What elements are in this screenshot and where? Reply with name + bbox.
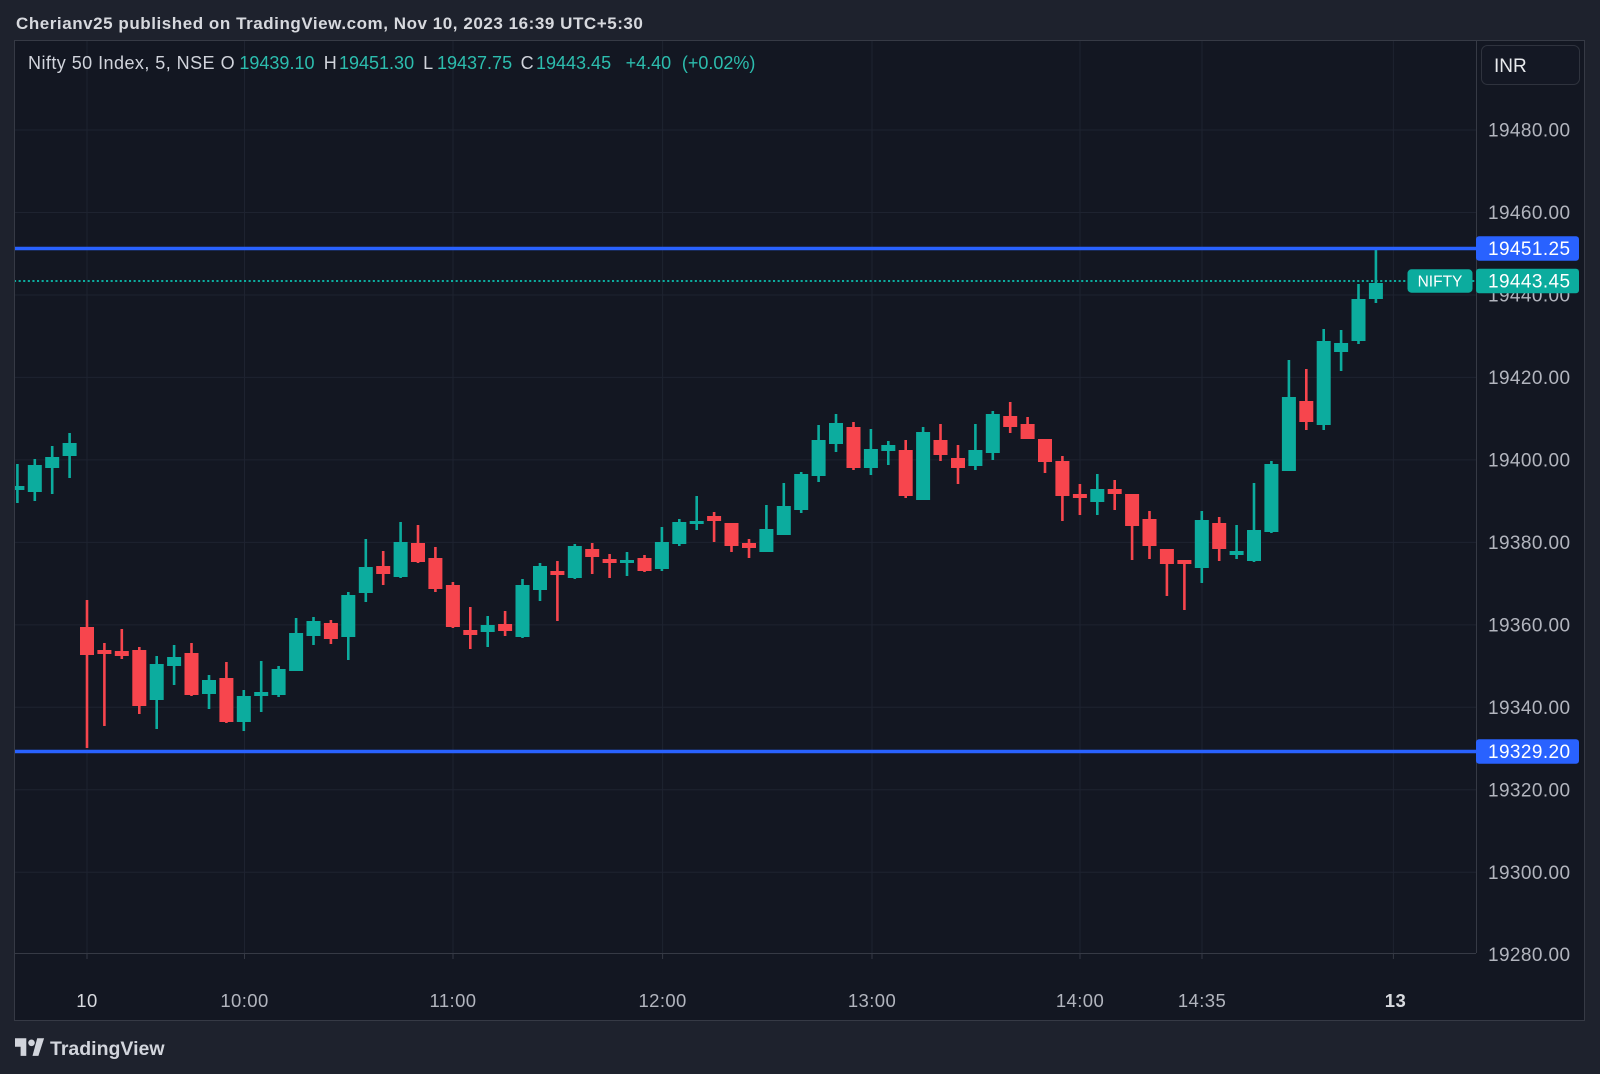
svg-text:19420.00: 19420.00: [1488, 368, 1570, 389]
svg-text:19443.45: 19443.45: [1488, 272, 1570, 293]
svg-text:19400.00: 19400.00: [1488, 450, 1570, 471]
svg-text:14:00: 14:00: [1056, 990, 1104, 1011]
svg-text:19329.20: 19329.20: [1488, 742, 1570, 763]
svg-text:19460.00: 19460.00: [1488, 203, 1570, 224]
svg-text:L: L: [423, 53, 433, 73]
svg-text:19300.00: 19300.00: [1488, 863, 1570, 884]
svg-text:19380.00: 19380.00: [1488, 533, 1570, 554]
svg-text:NIFTY: NIFTY: [1418, 274, 1463, 291]
svg-text:19480.00: 19480.00: [1488, 121, 1570, 142]
svg-text:INR: INR: [1494, 56, 1527, 77]
svg-text:Cherianv25 published on Tradin: Cherianv25 published on TradingView.com,…: [16, 14, 643, 33]
svg-text:19439.10: 19439.10: [239, 53, 314, 73]
svg-text:Nifty 50 Index, 5, NSE: Nifty 50 Index, 5, NSE: [28, 53, 215, 73]
svg-text:19451.30: 19451.30: [339, 53, 414, 73]
svg-text:O: O: [221, 53, 235, 73]
svg-text:19360.00: 19360.00: [1488, 615, 1570, 636]
svg-text:19437.75: 19437.75: [437, 53, 512, 73]
svg-text:19320.00: 19320.00: [1488, 780, 1570, 801]
svg-text:H: H: [324, 53, 337, 73]
svg-text:(+0.02%): (+0.02%): [682, 53, 756, 73]
svg-text:19443.45: 19443.45: [536, 53, 611, 73]
svg-text:19451.25: 19451.25: [1488, 239, 1570, 260]
svg-text:10: 10: [76, 990, 97, 1011]
svg-text:13: 13: [1385, 990, 1406, 1011]
svg-text:TradingView: TradingView: [50, 1038, 165, 1060]
svg-text:19280.00: 19280.00: [1488, 945, 1570, 966]
svg-text:10:00: 10:00: [220, 990, 268, 1011]
svg-text:C: C: [521, 53, 534, 73]
svg-text:12:00: 12:00: [638, 990, 686, 1011]
svg-text:14:35: 14:35: [1178, 990, 1226, 1011]
svg-text:+4.40: +4.40: [626, 53, 672, 73]
svg-text:11:00: 11:00: [430, 990, 477, 1011]
svg-text:19340.00: 19340.00: [1488, 698, 1570, 719]
svg-text:13:00: 13:00: [848, 990, 896, 1011]
